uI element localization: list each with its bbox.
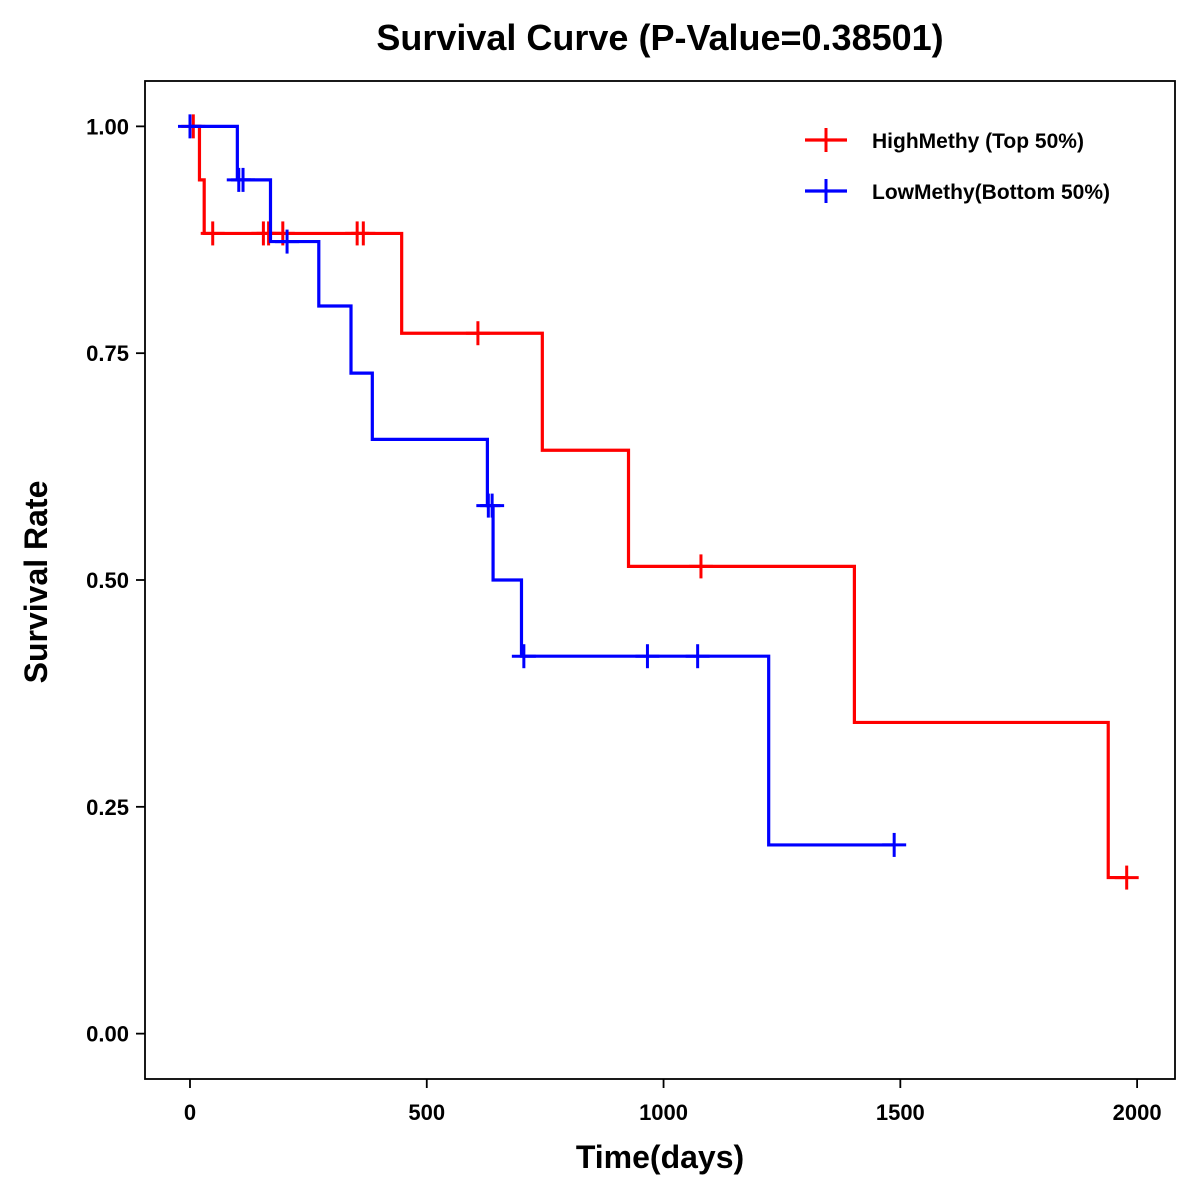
censor-mark (275, 229, 300, 254)
censor-mark (1114, 865, 1139, 890)
censor-mark (351, 221, 376, 246)
y-axis-title: Survival Rate (18, 481, 54, 684)
y-axis: 0.00 0.25 0.50 0.75 1.00 (86, 114, 145, 1047)
x-axis: 0 500 1000 1500 2000 (184, 1079, 1162, 1125)
legend-label: HighMethy (Top 50%) (872, 130, 1084, 153)
y-tick-label: 0.00 (86, 1022, 129, 1047)
plot-panel (144, 80, 1176, 1080)
series-lowmethy (177, 114, 907, 857)
legend: HighMethy (Top 50%) LowMethy(Bottom 50%) (805, 128, 1110, 204)
censor-mark (635, 644, 660, 669)
censor-mark (231, 167, 256, 192)
x-tick-label: 2000 (1113, 1100, 1162, 1125)
survival-step-line (189, 124, 1127, 880)
chart-title: Survival Curve (P-Value=0.38501) (376, 17, 943, 58)
censor-mark (511, 644, 536, 669)
x-tick-label: 0 (184, 1100, 196, 1125)
y-tick-label: 0.50 (86, 568, 129, 593)
series-layer (177, 114, 1139, 890)
y-tick-label: 0.75 (86, 341, 129, 366)
x-tick-label: 1000 (639, 1100, 688, 1125)
x-axis-title: Time(days) (576, 1139, 744, 1175)
censor-mark (685, 644, 710, 669)
x-tick-label: 500 (408, 1100, 445, 1125)
survival-step-line (189, 124, 895, 847)
legend-item: LowMethy(Bottom 50%) (805, 179, 1110, 204)
censor-mark (177, 114, 202, 139)
censor-mark (688, 554, 713, 579)
censor-mark (200, 221, 225, 246)
legend-label: LowMethy(Bottom 50%) (872, 181, 1110, 204)
y-tick-label: 0.25 (86, 795, 129, 820)
censor-mark (882, 832, 907, 857)
censor-mark (465, 321, 490, 346)
censor-mark (480, 493, 505, 518)
x-tick-label: 1500 (876, 1100, 925, 1125)
legend-item: HighMethy (Top 50%) (805, 128, 1084, 153)
y-tick-label: 1.00 (86, 114, 129, 139)
